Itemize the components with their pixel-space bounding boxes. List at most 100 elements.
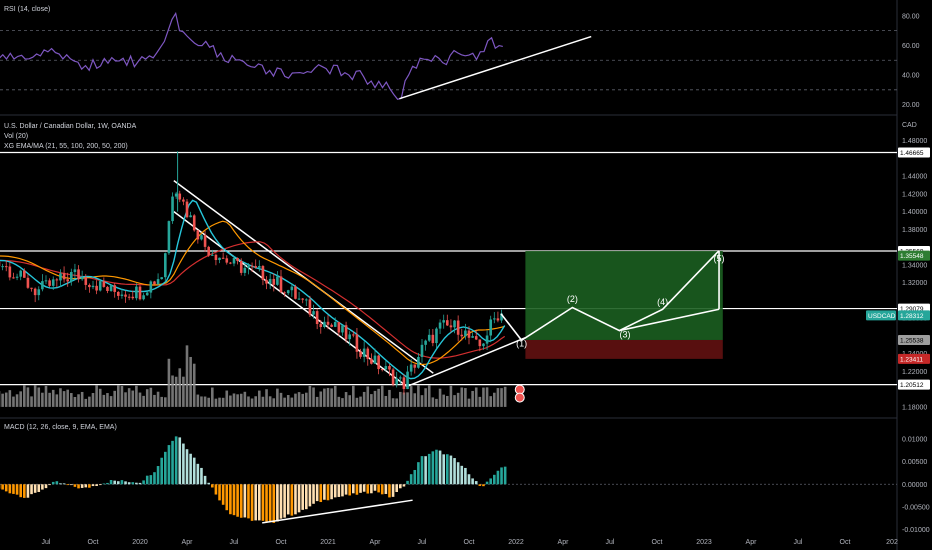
macd-histogram-bar xyxy=(145,475,149,485)
volume-bar xyxy=(15,394,19,407)
macd-histogram-bar xyxy=(413,469,417,485)
macd-histogram-bar xyxy=(315,484,319,502)
macd-histogram-bar xyxy=(341,484,344,497)
candle-body xyxy=(178,193,182,200)
macd-histogram-bar xyxy=(156,466,160,485)
candle-body xyxy=(449,325,453,328)
volume-bar xyxy=(464,388,467,407)
macd-histogram-bar xyxy=(73,484,77,487)
volume-bar xyxy=(178,368,182,407)
macd-histogram-bar xyxy=(178,437,182,485)
candle-body xyxy=(19,270,22,277)
macd-histogram-bar xyxy=(225,484,229,511)
channel-upper-line xyxy=(173,179,434,374)
candle-body xyxy=(341,325,344,333)
volume-bar xyxy=(431,397,435,407)
volume-bar xyxy=(496,388,500,407)
volume-bar xyxy=(435,398,438,407)
candle-body xyxy=(167,221,171,254)
candle-body xyxy=(395,378,398,385)
price-tag xyxy=(898,310,930,321)
macd-histogram-bar xyxy=(66,484,69,486)
candle-body xyxy=(254,266,257,268)
volume-bar xyxy=(286,395,290,407)
candle-body xyxy=(200,235,203,240)
macd-histogram-bar xyxy=(442,454,445,485)
candles xyxy=(0,151,503,395)
macd-histogram-bar xyxy=(388,484,391,498)
candle-body xyxy=(26,277,30,288)
candle-body xyxy=(211,254,214,256)
volume-bar xyxy=(91,393,95,407)
macd-histogram-bar xyxy=(406,480,409,485)
candle-body xyxy=(124,294,127,297)
candle-body xyxy=(388,366,391,370)
volume-bar xyxy=(399,391,402,407)
volume-bar xyxy=(427,385,431,407)
macd-histogram-bar xyxy=(424,456,427,485)
volume-bar xyxy=(33,384,37,407)
x-tick-label: Apr xyxy=(558,539,570,546)
y-tick-label: 1.34000 xyxy=(902,262,927,269)
x-tick-label: Apr xyxy=(370,539,382,546)
candle-body xyxy=(192,215,196,231)
candle-body xyxy=(286,290,290,294)
macd-histogram-bar xyxy=(211,484,214,488)
x-tick-label: Oct xyxy=(840,539,851,546)
candle-body xyxy=(15,276,19,278)
candle-body xyxy=(156,279,160,285)
volume-bar xyxy=(62,391,66,407)
macd-histogram-bar xyxy=(265,484,268,522)
candle-body xyxy=(474,336,478,340)
candle-body xyxy=(380,369,384,371)
x-tick-label: Oct xyxy=(652,539,663,546)
candle-body xyxy=(4,266,8,268)
volume-bar xyxy=(456,392,460,407)
volume-bar xyxy=(268,396,272,407)
macd-histogram-bar xyxy=(19,484,22,498)
volume-bar xyxy=(493,392,496,407)
candle-body xyxy=(297,298,301,300)
y-tick-label: 0.00000 xyxy=(902,482,927,489)
y-tick-label: 1.22000 xyxy=(902,369,927,376)
macd-histogram-bar xyxy=(30,484,33,495)
rsi-panel xyxy=(0,11,897,100)
volume-bar xyxy=(77,394,80,407)
volume-bar xyxy=(218,397,221,407)
price-tag xyxy=(866,310,896,321)
candle-body xyxy=(73,269,77,273)
macd-histogram-bar xyxy=(254,484,257,521)
volume-bar xyxy=(474,387,478,407)
candle-body xyxy=(59,273,62,281)
macd-histogram-bar xyxy=(446,454,449,485)
macd-histogram-bar xyxy=(221,484,225,505)
macd-histogram-bar xyxy=(503,466,507,485)
macd-histogram-bar xyxy=(182,443,185,485)
volume-bar xyxy=(84,398,88,407)
candle-body xyxy=(62,273,66,280)
candle-body xyxy=(406,371,409,390)
currency-label: CAD xyxy=(902,122,917,129)
rsi-legend: RSI (14, close) xyxy=(4,6,50,13)
macd-histogram-bar xyxy=(171,440,174,485)
x-tick-label: Jul xyxy=(418,539,427,546)
candle-body xyxy=(91,285,95,288)
macd-histogram-bar xyxy=(12,484,15,494)
candle-body xyxy=(106,286,109,292)
candle-body xyxy=(41,281,44,290)
volume-bar xyxy=(185,345,189,407)
macd-histogram-bar xyxy=(174,436,178,485)
macd-histogram-bar xyxy=(218,484,221,501)
macd-histogram-bar xyxy=(160,457,163,485)
candle-body xyxy=(214,254,218,261)
macd-histogram-bar xyxy=(117,481,120,485)
candle-body xyxy=(471,336,474,338)
macd-histogram-bar xyxy=(192,457,196,485)
candle-body xyxy=(109,285,113,292)
volume-bar xyxy=(485,387,489,407)
volume-bar xyxy=(127,388,131,407)
y-tick-label: 1.44000 xyxy=(902,174,927,181)
candle-body xyxy=(312,311,315,315)
volume-bar xyxy=(276,388,279,407)
